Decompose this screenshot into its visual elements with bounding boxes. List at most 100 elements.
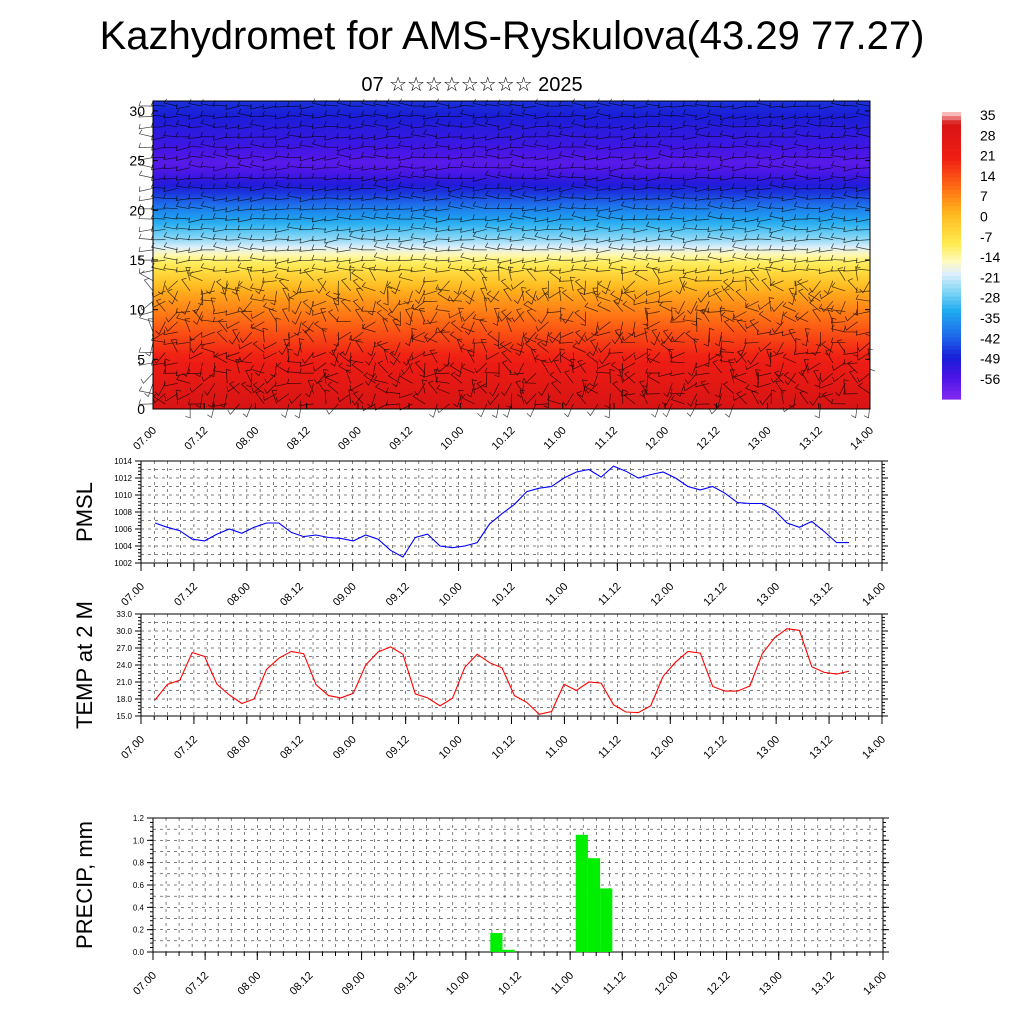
- wind-barb: [633, 215, 648, 221]
- wind-barb: [435, 173, 450, 179]
- wind-barb: [373, 192, 388, 199]
- wind-barb: [373, 236, 388, 242]
- wind-barb: [263, 341, 277, 350]
- wind-barb: [262, 267, 277, 274]
- y-tick-label: 15.0: [116, 712, 132, 721]
- wind-barb: [175, 247, 191, 253]
- wind-barb: [138, 142, 154, 148]
- wind-barb: [781, 160, 796, 169]
- x-tick-label: 08.12: [278, 734, 306, 762]
- wind-barb: [534, 354, 549, 364]
- wind-barb: [781, 245, 796, 252]
- wind-barb: [391, 280, 401, 295]
- wind-barb: [188, 122, 203, 128]
- wind-barb: [472, 176, 487, 182]
- wind-barb: [608, 258, 623, 265]
- wind-barb: [373, 144, 388, 151]
- wind-barb: [461, 363, 475, 374]
- wind-barb: [525, 289, 537, 302]
- wind-barb: [732, 242, 747, 251]
- wind-barb: [447, 103, 463, 109]
- wind-barb: [694, 276, 710, 282]
- wind-barb: [271, 390, 278, 405]
- x-tick-label: 12.12: [705, 970, 733, 998]
- wind-barb: [546, 130, 561, 138]
- wind-barb: [239, 300, 253, 313]
- wind-barb: [385, 131, 401, 138]
- wind-barb: [596, 154, 611, 161]
- wind-barb: [212, 122, 228, 128]
- x-tick-label: 11.00: [549, 970, 576, 997]
- wind-barb: [151, 144, 166, 151]
- colorbar-label: 21: [980, 148, 996, 164]
- wind-barb: [756, 160, 772, 169]
- wind-barb: [713, 393, 723, 408]
- wind-barb: [830, 232, 846, 240]
- wind-barb: [291, 301, 302, 315]
- wind-barb: [559, 313, 574, 323]
- wind-barb: [697, 290, 710, 303]
- wind-barb: [414, 290, 426, 304]
- wind-barb: [694, 215, 710, 221]
- wind-barb: [298, 338, 305, 353]
- wind-barb: [546, 144, 561, 150]
- wind-barb: [551, 380, 562, 394]
- wind-barb: [615, 321, 624, 336]
- colorbar-cell: [942, 235, 961, 240]
- wind-barb: [246, 373, 253, 388]
- wind-barb: [793, 170, 809, 179]
- wind-barb: [324, 372, 339, 379]
- colorbar-cell: [942, 337, 961, 343]
- y-tick-label: 1004: [114, 542, 132, 551]
- wind-barb: [639, 380, 648, 394]
- wind-barb: [843, 389, 858, 395]
- wind-barb: [509, 343, 525, 353]
- wind-barb: [719, 142, 735, 148]
- wind-barb: [249, 151, 265, 158]
- wind-barb: [262, 205, 277, 212]
- wind-barb: [398, 264, 413, 271]
- wind-barb: [303, 268, 314, 281]
- wind-barb: [274, 246, 290, 252]
- wind-barb: [365, 352, 376, 366]
- wind-barb: [831, 98, 846, 107]
- wind-barb: [843, 100, 858, 107]
- wind-barb: [423, 237, 438, 244]
- wind-barb: [249, 294, 265, 302]
- wind-barb: [645, 368, 660, 374]
- wind-barb: [596, 98, 611, 107]
- colorbar-cell: [942, 169, 961, 175]
- wind-barb: [855, 242, 871, 251]
- wind-barb: [237, 196, 252, 202]
- wind-barb: [216, 329, 228, 343]
- wind-barb: [237, 216, 252, 223]
- wind-barb: [836, 339, 846, 353]
- wind-barb: [462, 289, 475, 302]
- y-tick-label: 25: [129, 153, 145, 169]
- wind-barb: [150, 122, 166, 128]
- wind-barb: [422, 152, 438, 159]
- wind-barb: [237, 172, 252, 179]
- wind-barb: [773, 342, 784, 356]
- wind-barb: [793, 225, 809, 231]
- wind-barb: [292, 280, 302, 295]
- wind-barb: [756, 140, 772, 148]
- wind-barb: [138, 226, 154, 233]
- wind-barb: [707, 131, 722, 138]
- wind-barb: [855, 225, 871, 231]
- wind-barb: [484, 215, 500, 222]
- precip-bar: [600, 888, 613, 952]
- wind-barb: [670, 336, 685, 343]
- wind-barb: [522, 332, 537, 343]
- wind-barb: [138, 233, 154, 240]
- wind-barb: [509, 119, 524, 128]
- wind-barb: [286, 130, 302, 138]
- wind-barb: [274, 165, 290, 171]
- x-tick-label: 10.12: [490, 425, 518, 453]
- wind-barb: [682, 255, 697, 261]
- wind-barb: [238, 281, 253, 292]
- wind-barb: [187, 151, 203, 158]
- wind-barb: [583, 132, 599, 138]
- wind-barb: [274, 263, 290, 271]
- wind-barb: [613, 298, 624, 312]
